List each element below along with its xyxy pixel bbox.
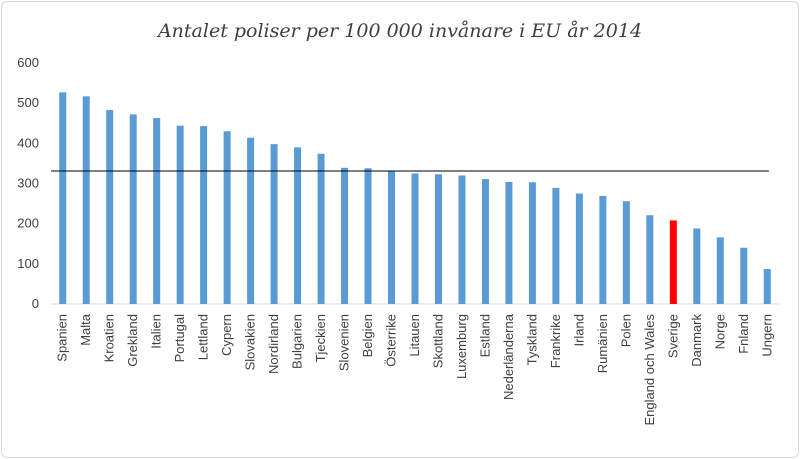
bar <box>388 171 396 304</box>
x-category-label: Malta <box>78 313 93 346</box>
bar <box>740 247 748 304</box>
x-category-label: Frankrike <box>548 314 563 368</box>
bar <box>434 174 442 304</box>
x-category-label: Fnland <box>736 314 751 354</box>
bar <box>153 118 161 304</box>
bar <box>646 215 654 304</box>
bar <box>176 125 184 304</box>
bar <box>364 168 372 304</box>
bar-highlight <box>669 220 677 304</box>
bar <box>200 126 208 304</box>
x-category-label: Grekland <box>125 314 140 367</box>
x-category-label: Danmark <box>689 314 704 367</box>
bar <box>223 131 231 304</box>
x-category-label: Tyskland <box>524 314 539 365</box>
x-category-label: Sverige <box>665 314 680 358</box>
bar <box>82 96 90 304</box>
y-tick-label: 600 <box>17 55 39 70</box>
bar <box>294 147 302 304</box>
x-category-label: Kroatien <box>102 314 117 362</box>
bar <box>505 181 513 304</box>
bar <box>552 187 560 304</box>
bar <box>622 201 630 304</box>
x-category-label: Österrike <box>384 314 399 367</box>
x-category-label: Lettland <box>196 314 211 360</box>
x-category-label: Bulgarien <box>290 314 305 369</box>
x-category-label: Italien <box>149 314 164 349</box>
x-category-label: Litauen <box>407 314 422 357</box>
x-category-label: Ungern <box>759 314 774 357</box>
x-category-label: Luxemburg <box>454 314 469 379</box>
bar <box>129 114 137 304</box>
x-category-label: Spanien <box>55 314 70 362</box>
y-tick-label: 400 <box>17 135 39 150</box>
chart-title: Antalet poliser per 100 000 invånare i E… <box>156 20 642 42</box>
x-category-label: Norge <box>712 314 727 349</box>
bar <box>693 228 701 304</box>
bar <box>599 195 607 304</box>
bar <box>763 269 771 304</box>
bar <box>106 109 114 305</box>
x-category-label: Belgien <box>360 314 375 357</box>
x-category-label: Estland <box>477 314 492 357</box>
x-category-label: Nederländerna <box>501 313 516 400</box>
x-category-label: Portugal <box>172 314 187 363</box>
y-tick-label: 0 <box>32 296 39 311</box>
bar <box>270 144 278 304</box>
x-category-label: Rumänien <box>595 314 610 373</box>
x-category-label: Irland <box>571 314 586 347</box>
y-tick-label: 500 <box>17 95 39 110</box>
x-category-label: Polen <box>618 314 633 347</box>
bar <box>716 237 724 304</box>
plot-area: 0 100 200 300 400 500 600 Spanien Malta Kroatien G… <box>17 55 779 426</box>
x-category-label: Slovakien <box>243 314 258 370</box>
bar <box>317 153 325 304</box>
x-category-label: Tjeckien <box>313 314 328 362</box>
x-category-label: Cypern <box>219 314 234 356</box>
y-tick-label: 200 <box>17 216 39 231</box>
x-category-label: England och Wales <box>642 314 657 426</box>
bar <box>341 167 349 304</box>
bar <box>458 175 466 304</box>
bar <box>481 179 489 304</box>
y-tick-label: 300 <box>17 176 39 191</box>
bar <box>247 137 255 304</box>
bar <box>411 173 419 304</box>
bar <box>575 193 583 304</box>
x-category-label: Slovenien <box>337 314 352 371</box>
y-tick-label: 100 <box>17 256 39 271</box>
x-category-label: Nordirland <box>266 314 281 374</box>
bar <box>59 92 67 305</box>
bar <box>528 182 536 304</box>
x-category-label: Skottland <box>430 314 445 368</box>
